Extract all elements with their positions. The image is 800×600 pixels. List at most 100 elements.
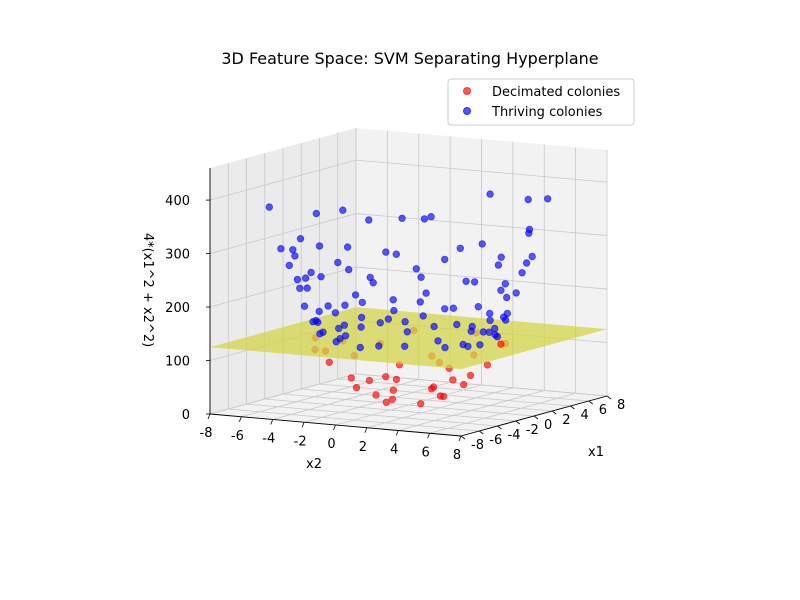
point-thriving: [332, 338, 340, 346]
point-thriving: [358, 298, 366, 307]
x-tick-mark: [533, 415, 539, 420]
gridline-z: [209, 373, 357, 415]
y-tick-mark: [395, 430, 399, 436]
point-thriving: [315, 242, 324, 250]
point-thriving: [453, 320, 461, 329]
point-decimated: [417, 400, 425, 408]
gridline-z: [355, 266, 608, 290]
x-tick-label: 4: [581, 408, 589, 423]
point-thriving: [303, 284, 311, 292]
point-decimated: [325, 358, 333, 366]
y-tick-mark: [270, 419, 274, 425]
point-thriving: [478, 240, 486, 248]
point-thriving: [456, 244, 464, 252]
point-thriving: [398, 214, 406, 222]
y-tick-mark: [207, 413, 211, 420]
point-thriving: [296, 234, 305, 243]
legend-marker-decimated: [463, 87, 471, 95]
point-thriving: [312, 209, 320, 218]
point-thriving: [525, 225, 534, 234]
gridline-y-floor: [272, 379, 419, 420]
point-thriving: [493, 333, 501, 341]
point-thriving: [441, 305, 449, 313]
point-decimated: [497, 340, 505, 348]
y-tick-mark: [239, 416, 242, 422]
point-thriving: [365, 216, 373, 224]
point-thriving: [277, 244, 285, 253]
point-thriving: [382, 248, 390, 256]
point-thriving: [341, 301, 349, 309]
x-tick-mark: [588, 400, 593, 405]
point-thriving: [389, 296, 397, 304]
point-thriving: [403, 328, 411, 336]
point-thriving: [518, 269, 526, 277]
z-axis-label: 4*(x1^2 + x2^2): [140, 233, 155, 347]
point-thriving: [486, 316, 494, 325]
point-thriving: [417, 273, 425, 281]
y-tick-label: -6: [231, 429, 244, 444]
point-thriving: [357, 323, 365, 331]
point-thriving: [502, 316, 510, 324]
z-tick-label: 400: [165, 194, 190, 209]
point-decimated: [466, 371, 475, 380]
point-thriving: [528, 252, 536, 261]
point-thriving: [434, 337, 442, 345]
gridline-z: [209, 266, 357, 308]
point-decimated: [389, 386, 398, 394]
point-thriving: [524, 195, 532, 204]
point-thriving: [369, 279, 377, 287]
point-thriving: [357, 313, 366, 322]
x-tick-label: 2: [562, 413, 570, 428]
y-tick-label: -8: [200, 426, 213, 441]
point-thriving: [316, 330, 324, 338]
gridline-y-floor: [241, 376, 388, 418]
x-tick-label: 6: [599, 403, 607, 418]
point-thriving: [390, 306, 398, 315]
z-tick-label: 300: [165, 248, 190, 263]
point-thriving: [289, 246, 297, 254]
point-thriving: [324, 302, 332, 310]
legend: Decimated colonies Thriving colonies: [447, 78, 635, 126]
point-decimated: [449, 376, 457, 384]
x-tick-mark: [460, 435, 466, 440]
point-thriving: [401, 318, 409, 326]
y-tick-label: -2: [294, 434, 307, 449]
point-thriving: [416, 298, 424, 306]
legend-marker-thriving: [463, 107, 471, 115]
gridline-z: [355, 213, 608, 236]
x-tick-label: -4: [508, 428, 521, 443]
point-thriving: [300, 302, 309, 310]
gridline-z: [355, 159, 608, 183]
point-thriving: [335, 324, 343, 333]
y-tick-mark: [333, 424, 336, 431]
legend-label-decimated: Decimated colonies: [492, 85, 620, 100]
point-thriving: [462, 277, 470, 285]
x-tick-mark: [606, 395, 612, 400]
chart-title: 3D Feature Space: SVM Separating Hyperpl…: [221, 49, 598, 68]
point-decimated: [352, 383, 361, 392]
point-thriving: [265, 203, 273, 211]
point-thriving: [315, 307, 323, 316]
point-thriving: [291, 252, 299, 260]
point-thriving: [464, 342, 472, 351]
point-thriving: [312, 316, 320, 325]
point-thriving: [497, 286, 505, 294]
point-decimated: [388, 395, 397, 404]
point-thriving: [343, 243, 352, 251]
x-tick-mark: [515, 420, 520, 425]
x-axis-label: x1: [588, 445, 604, 460]
point-thriving: [375, 342, 383, 350]
gridline-z: [209, 159, 357, 201]
point-thriving: [491, 324, 499, 333]
point-thriving: [430, 322, 438, 331]
gridline-y-floor: [366, 387, 513, 429]
point-thriving: [470, 278, 479, 286]
x-tick-label: -2: [526, 423, 539, 438]
point-thriving: [441, 255, 449, 264]
point-thriving: [401, 342, 409, 350]
point-thriving: [427, 212, 435, 221]
point-thriving: [351, 291, 360, 299]
point-decimated: [460, 380, 468, 389]
y-tick-label: 6: [421, 445, 429, 460]
